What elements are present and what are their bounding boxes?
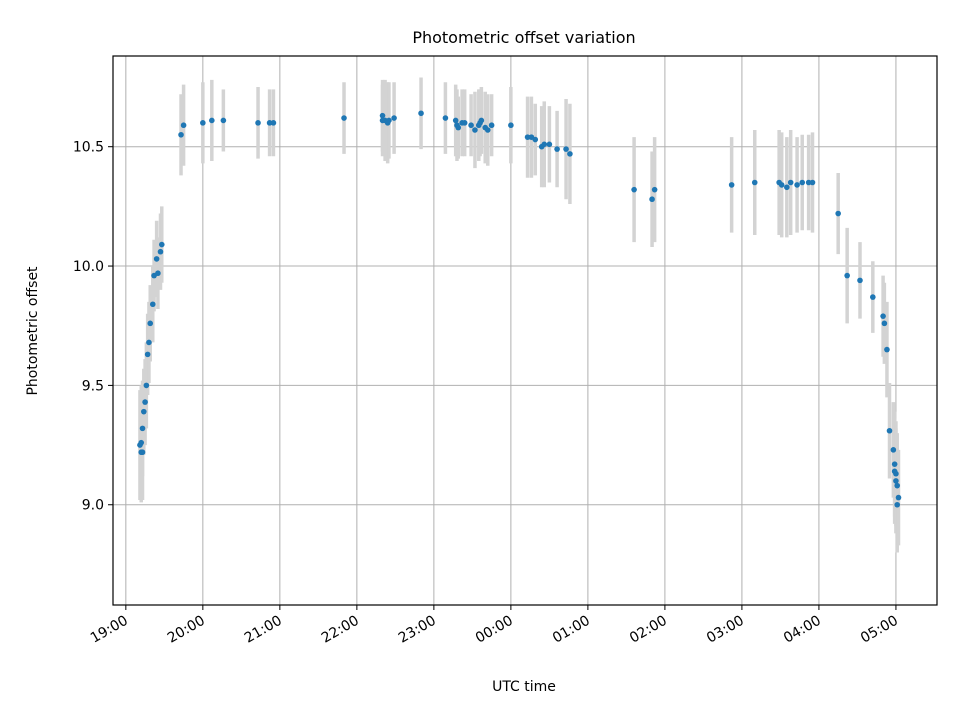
data-point — [651, 186, 658, 193]
data-point — [142, 399, 148, 405]
data-point — [157, 248, 164, 255]
data-point — [563, 146, 569, 152]
data-point — [149, 301, 156, 308]
data-point — [418, 110, 424, 117]
y-tick-label: 10.5 — [73, 140, 104, 156]
data-point — [478, 117, 485, 124]
data-point — [728, 182, 735, 188]
data-point — [266, 120, 273, 126]
data-point — [799, 179, 806, 186]
data-point — [146, 339, 152, 346]
data-point — [649, 196, 655, 203]
data-point — [461, 120, 468, 126]
x-axis-label: UTC time — [492, 679, 556, 695]
data-point — [508, 122, 514, 129]
data-point — [391, 115, 397, 121]
data-point — [524, 134, 531, 140]
data-point — [546, 141, 553, 148]
data-point — [139, 425, 146, 432]
data-point — [379, 112, 386, 119]
data-point — [139, 449, 146, 456]
data-point — [488, 122, 495, 129]
data-point — [532, 136, 539, 143]
data-point — [835, 210, 841, 217]
data-point — [884, 346, 890, 353]
plot-frame — [112, 55, 938, 606]
data-point — [880, 313, 886, 319]
data-point — [886, 427, 893, 434]
data-point — [794, 182, 800, 188]
data-points — [137, 110, 902, 508]
data-point — [143, 382, 150, 389]
y-axis-label: Photometric offset — [25, 266, 41, 396]
data-point — [386, 117, 392, 124]
y-tick-label: 10.0 — [73, 259, 104, 275]
data-point — [178, 131, 184, 138]
data-point — [894, 482, 901, 489]
data-point — [631, 186, 637, 193]
data-point — [805, 179, 812, 186]
data-point — [341, 115, 347, 121]
data-point — [554, 146, 560, 152]
data-point — [455, 124, 462, 131]
data-point — [155, 270, 161, 277]
data-point — [255, 120, 261, 126]
data-point — [541, 141, 548, 148]
data-point — [893, 478, 899, 484]
data-point — [209, 117, 215, 124]
data-point — [844, 272, 850, 279]
data-point — [144, 351, 151, 358]
data-point — [894, 501, 901, 508]
data-point — [881, 320, 888, 327]
data-point — [751, 179, 758, 186]
data-point — [891, 461, 898, 467]
data-point — [567, 151, 573, 157]
data-point — [270, 120, 277, 126]
chart-title: Photometric offset variation — [412, 28, 635, 47]
data-point — [138, 439, 145, 446]
y-tick-label: 9.0 — [82, 498, 104, 514]
data-point — [200, 120, 206, 126]
data-point — [484, 127, 491, 133]
data-point — [895, 494, 902, 501]
data-point — [452, 117, 459, 124]
data-point — [809, 179, 816, 186]
data-point — [220, 117, 227, 124]
data-point — [857, 277, 863, 284]
data-point — [893, 470, 899, 477]
data-point — [890, 447, 897, 453]
data-point — [141, 408, 147, 415]
data-point — [784, 184, 790, 191]
data-point — [787, 179, 794, 186]
data-point — [468, 122, 474, 129]
data-point — [153, 256, 160, 262]
data-point — [442, 115, 449, 121]
data-point — [180, 122, 187, 129]
data-point — [472, 127, 478, 133]
y-axis-ticks: 9.0 9.5 10.0 10.5 — [73, 140, 113, 514]
data-point — [158, 241, 165, 248]
y-tick-label: 9.5 — [82, 378, 104, 394]
data-point — [870, 294, 876, 300]
data-point — [147, 320, 154, 327]
data-point — [778, 182, 785, 188]
